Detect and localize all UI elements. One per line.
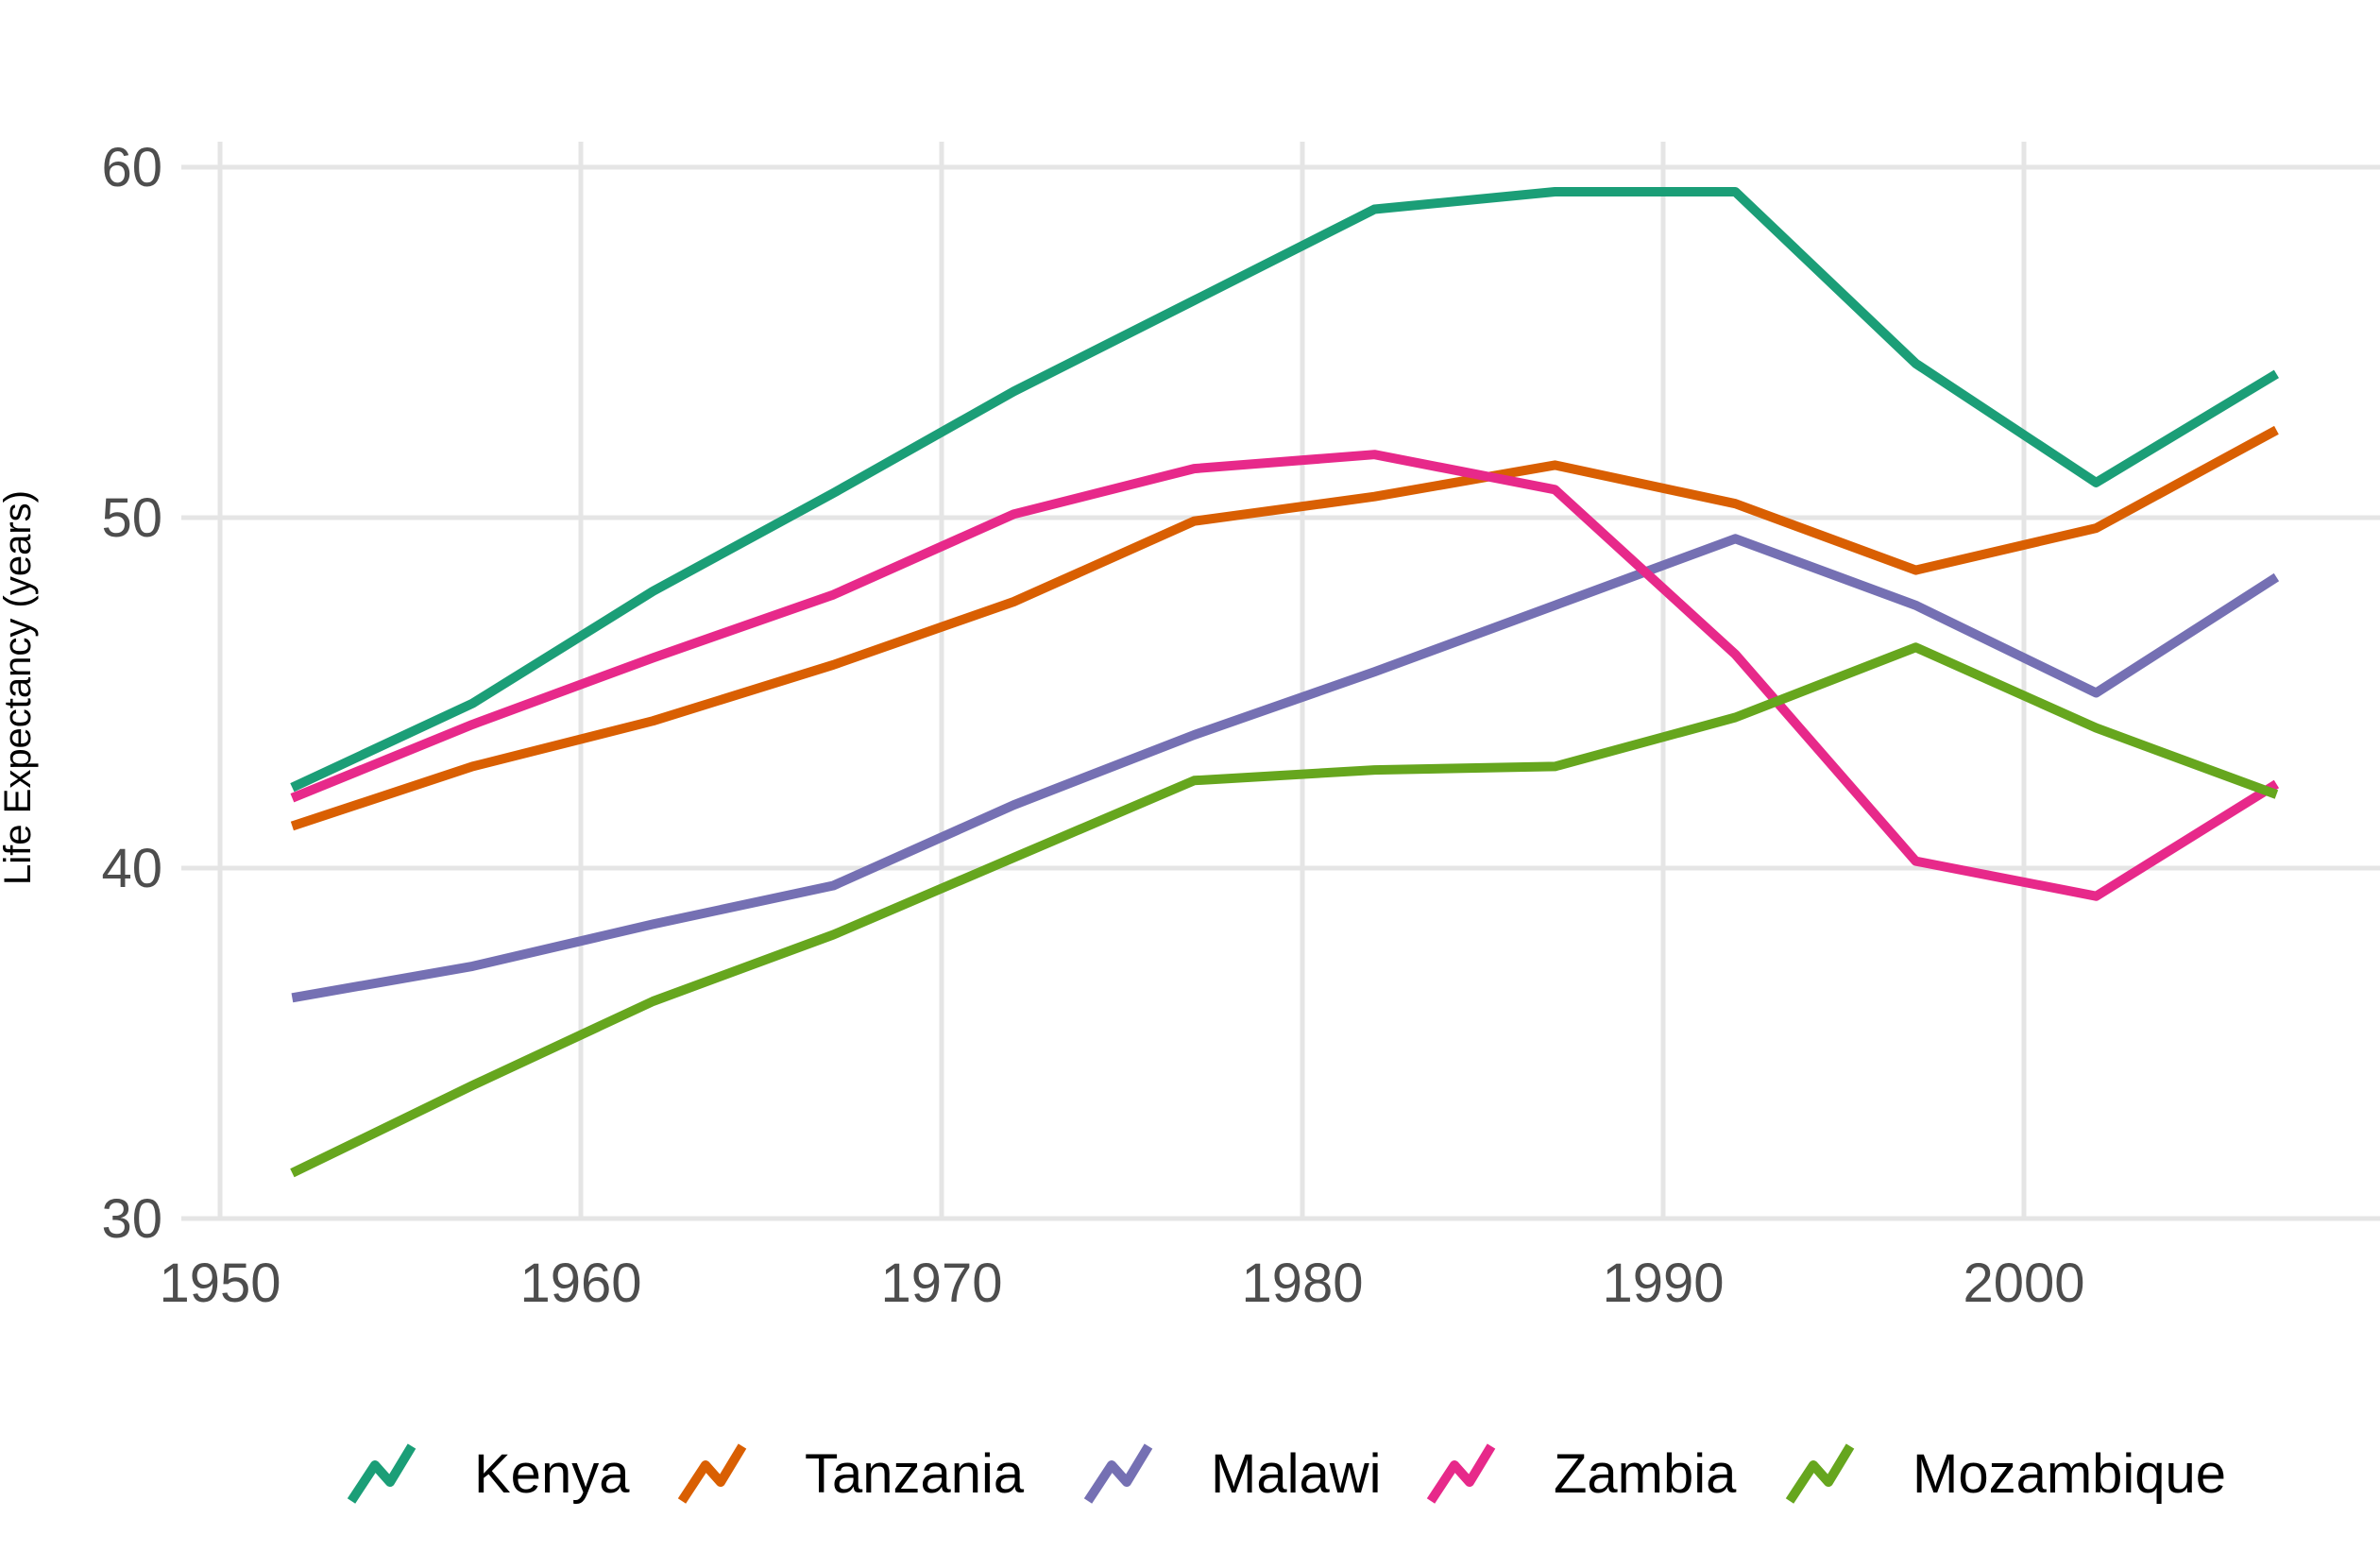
- legend-key-zambia: [1426, 1443, 1496, 1504]
- legend-item-zambia: Zambia: [1426, 1443, 1737, 1505]
- series-line-mozambique: [290, 642, 2279, 1178]
- legend-label-tanzania: Tanzania: [805, 1443, 1025, 1505]
- legend-item-kenya: Kenya: [347, 1443, 630, 1505]
- legend-label-malawi: Malawi: [1211, 1443, 1382, 1505]
- series-line-malawi: [291, 534, 2280, 1003]
- legend-item-tanzania: Tanzania: [677, 1443, 1025, 1505]
- x-tick-label-1960: 1960: [519, 1253, 641, 1314]
- series-line-tanzania: [290, 425, 2279, 831]
- x-tick-label-1980: 1980: [1241, 1253, 1363, 1314]
- legend-item-mozambique: Mozambique: [1785, 1443, 2226, 1505]
- legend: Kenya Tanzania Malawi Zambia Mozambique: [347, 1443, 2226, 1505]
- y-tick-label-50: 50: [101, 487, 162, 549]
- x-tick-label-1970: 1970: [880, 1253, 1002, 1314]
- legend-key-kenya: [347, 1443, 416, 1504]
- legend-item-malawi: Malawi: [1083, 1443, 1382, 1505]
- x-tick-label-2000: 2000: [1963, 1253, 2084, 1314]
- x-tick-label-1950: 1950: [159, 1253, 280, 1314]
- series-lines: [290, 187, 2280, 1178]
- legend-label-mozambique: Mozambique: [1912, 1443, 2226, 1505]
- y-axis-title: Life Expectancy (years): [0, 490, 39, 885]
- tick-labels: 1950 1960 1970 1980 1990 2000 30 40 50 60: [101, 137, 2084, 1314]
- series-line-zambia: [290, 450, 2280, 901]
- legend-label-kenya: Kenya: [474, 1443, 630, 1505]
- legend-key-mozambique: [1785, 1443, 1855, 1504]
- legend-label-zambia: Zambia: [1554, 1443, 1737, 1505]
- x-tick-label-1990: 1990: [1602, 1253, 1724, 1314]
- legend-key-malawi: [1083, 1443, 1153, 1504]
- grid: [181, 142, 2380, 1221]
- y-tick-label-40: 40: [101, 838, 162, 899]
- y-tick-label-60: 60: [101, 137, 162, 198]
- legend-key-tanzania: [677, 1443, 747, 1504]
- series-line-kenya: [290, 187, 2279, 793]
- y-tick-label-30: 30: [101, 1188, 162, 1250]
